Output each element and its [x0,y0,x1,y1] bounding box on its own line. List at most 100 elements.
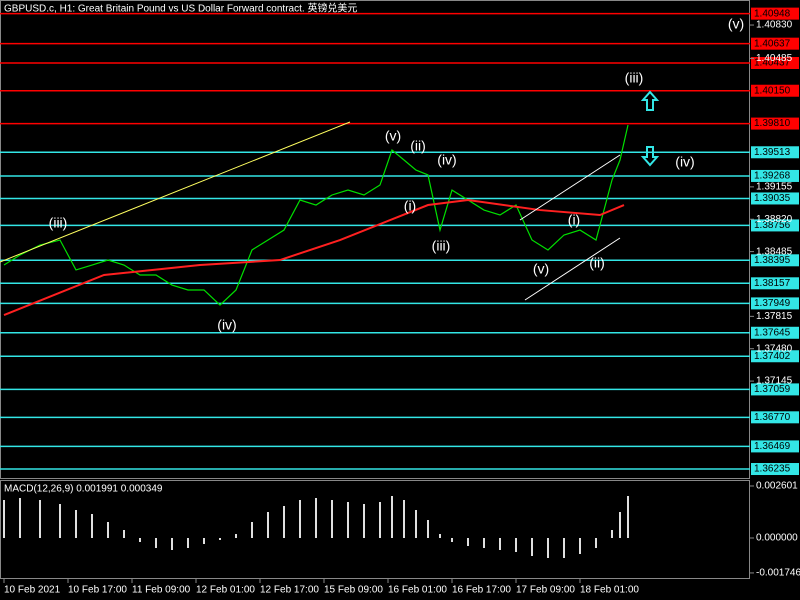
macd-bar [123,530,125,538]
plot: 1.40948 1.40637 1.40437 1.40150 1.39810 1.395… [0,7,800,596]
macd-bar [155,538,157,548]
macd-bar [315,498,317,538]
wave-label: (i) [568,212,580,228]
macd-bar [363,504,365,538]
x-tick-label: 17 Feb 09:00 [516,585,575,596]
level-label: 1.40150 [754,85,791,96]
level-label: 1.38157 [754,278,791,289]
level-label-box [751,297,799,310]
macd-bar [19,498,21,538]
level-label-box [751,37,799,50]
y-tick-label: 1.40830 [756,20,793,31]
level-label: 1.37402 [754,351,791,362]
macd-bar [59,504,61,538]
wave-label: (ii) [410,138,426,154]
main-frame [0,0,750,479]
level-label: 1.36770 [754,412,791,423]
macd-bar [563,538,565,558]
macd-bar [39,500,41,538]
wave-label: (v) [385,128,401,144]
y-tick-label: 1.38485 [756,246,793,257]
level-label-box [751,146,799,159]
channel-line [519,154,621,221]
level-label: 1.37949 [754,298,791,309]
level-label-box [751,383,799,396]
macd-bar [403,500,405,538]
wave-label: (iii) [625,70,644,86]
level-label: 1.39268 [754,171,791,182]
level-label-box [751,440,799,453]
level-label-box [751,277,799,290]
level-label: 1.38756 [754,220,791,231]
level-label: 1.39035 [754,193,791,204]
x-tick-label: 16 Feb 01:00 [388,585,447,596]
wave-label: (iv) [675,154,694,170]
wave-label: (iv) [437,152,456,168]
macd-bar [483,538,485,548]
macd-bar [91,514,93,538]
wave-label: (iii) [432,238,451,254]
level-label: 1.39810 [754,118,791,129]
level-label-box [751,326,799,339]
macd-bar [331,500,333,538]
x-tick-label: 10 Feb 2021 [4,585,61,596]
level-label: 1.37645 [754,327,791,338]
y-tick-label: 1.40485 [756,53,793,64]
wave-label: (iv) [217,317,236,333]
macd-bar [283,506,285,538]
macd-bar [171,538,173,550]
macd-bar [75,510,77,538]
macd-bar [427,520,429,538]
level-label-box [751,192,799,205]
level-label-box [751,56,799,69]
level-label-box [751,254,799,267]
wave-label: (iii) [49,215,68,231]
macd-bar [499,538,501,550]
level-label: 1.40637 [754,38,791,49]
x-tick-label: 15 Feb 09:00 [324,585,383,596]
macd-bar [347,502,349,538]
macd-bar [531,538,533,556]
x-tick-label: 10 Feb 17:00 [68,585,127,596]
macd-bar [251,522,253,538]
level-label-box [751,219,799,232]
level-label: 1.38395 [754,255,791,266]
macd-bar [415,510,417,538]
y-tick-label: 1.38820 [756,214,793,225]
price-line [3,124,629,306]
level-label-box [751,350,799,363]
arrow-down [640,146,660,167]
level-label: 1.36469 [754,441,791,452]
macd-bar [203,538,205,544]
level-label-box [751,463,799,476]
macd-bar [139,538,141,542]
macd-bar [219,538,221,540]
y-tick-label: 1.37145 [756,376,793,387]
macd-bar [391,496,393,538]
price-line [3,199,625,317]
wave-label: (v) [533,261,549,277]
trend-line [0,121,351,263]
macd-bar [547,538,549,558]
y-tick-label: 0.000000 [756,533,798,544]
level-label-box [751,84,799,97]
wave-label: (ii) [589,255,605,271]
level-label: 1.40948 [754,8,791,19]
level-label: 1.37059 [754,384,791,395]
channel-line [524,237,621,301]
macd-bar [451,538,453,542]
level-label-box [751,411,799,424]
macd-bar [595,538,597,548]
macd-bar [627,496,629,538]
chart-title: GBPUSD.c, H1: Great Britain Pound vs US … [4,2,357,15]
level-label-box [751,117,799,130]
macd-bar [619,512,621,538]
level-label: 1.36235 [754,464,791,475]
macd-bar [611,530,613,538]
macd-bar [107,522,109,538]
arrow-up [640,90,660,111]
macd-frame [0,480,750,579]
x-tick-label: 12 Feb 17:00 [260,585,319,596]
